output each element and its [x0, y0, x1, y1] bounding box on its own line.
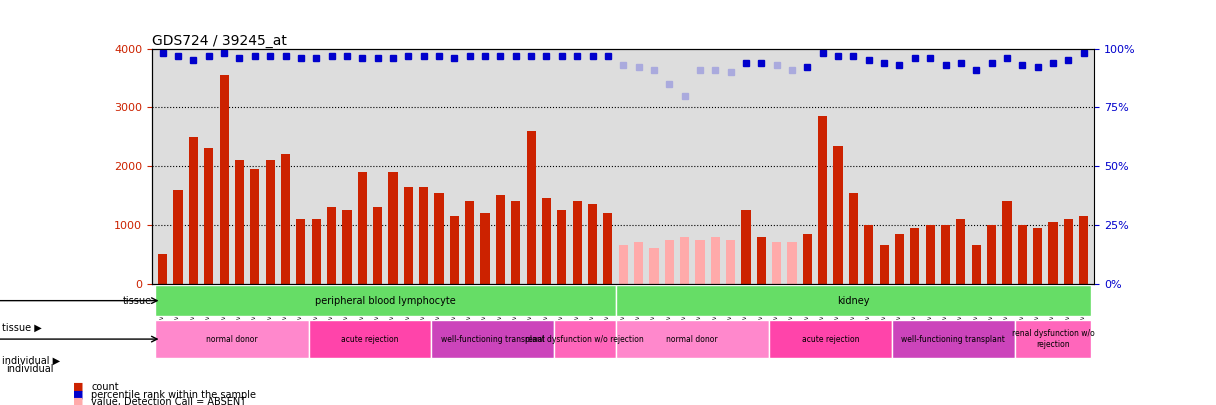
Bar — [925, 225, 935, 283]
Text: tissue: tissue — [123, 296, 152, 306]
Bar — [619, 245, 627, 284]
FancyBboxPatch shape — [156, 285, 615, 316]
Bar — [587, 204, 597, 284]
FancyBboxPatch shape — [554, 320, 615, 358]
Bar — [1079, 216, 1088, 284]
Text: well-functioning transplant: well-functioning transplant — [440, 335, 545, 343]
Bar — [327, 207, 336, 284]
Bar — [987, 225, 996, 283]
Bar — [788, 243, 796, 284]
FancyBboxPatch shape — [615, 285, 1091, 316]
Bar — [865, 225, 873, 283]
Bar — [803, 234, 812, 284]
Bar — [1048, 222, 1058, 284]
Bar — [849, 192, 858, 284]
Bar — [480, 213, 490, 284]
Text: well-functioning transplant: well-functioning transplant — [901, 335, 1006, 343]
Bar — [895, 234, 903, 284]
Bar — [542, 198, 551, 284]
Bar — [1034, 228, 1042, 284]
Bar — [696, 239, 704, 284]
Text: individual ▶: individual ▶ — [2, 356, 61, 365]
Text: ■: ■ — [73, 397, 84, 405]
Bar — [265, 160, 275, 284]
Bar — [158, 254, 168, 284]
Text: renal dysfunction w/o
rejection: renal dysfunction w/o rejection — [1012, 329, 1094, 349]
Bar — [649, 248, 659, 284]
Bar — [511, 201, 520, 284]
Bar — [311, 219, 321, 284]
Bar — [680, 237, 689, 284]
Bar — [879, 245, 889, 284]
Bar — [281, 154, 291, 284]
Bar — [818, 116, 827, 284]
Text: renal dysfunction w/o rejection: renal dysfunction w/o rejection — [525, 335, 644, 343]
Bar — [972, 245, 981, 284]
Bar — [358, 172, 367, 284]
Bar — [911, 228, 919, 284]
Text: ■: ■ — [73, 390, 84, 400]
Bar — [941, 225, 950, 283]
Text: acute rejection: acute rejection — [342, 335, 399, 343]
Bar — [496, 196, 505, 284]
Bar — [710, 237, 720, 284]
Bar — [726, 239, 736, 284]
Bar — [235, 160, 244, 284]
Text: ■: ■ — [73, 382, 84, 392]
Bar — [343, 210, 351, 284]
Bar — [420, 187, 428, 284]
Bar — [772, 243, 782, 284]
Bar — [573, 201, 581, 284]
Text: tissue ▶: tissue ▶ — [2, 323, 43, 333]
Bar — [450, 216, 458, 284]
Bar — [204, 149, 213, 284]
FancyBboxPatch shape — [156, 320, 309, 358]
Bar — [373, 207, 382, 284]
Text: kidney: kidney — [837, 296, 869, 306]
Text: value, Detection Call = ABSENT: value, Detection Call = ABSENT — [91, 397, 247, 405]
Bar — [465, 201, 474, 284]
Bar — [527, 131, 536, 284]
Bar — [1018, 225, 1026, 283]
FancyBboxPatch shape — [769, 320, 891, 358]
Bar — [634, 243, 643, 284]
Bar — [174, 190, 182, 284]
Text: percentile rank within the sample: percentile rank within the sample — [91, 390, 257, 400]
Text: GDS724 / 39245_at: GDS724 / 39245_at — [152, 34, 287, 47]
Text: normal donor: normal donor — [206, 335, 258, 343]
Bar — [557, 210, 567, 284]
FancyBboxPatch shape — [891, 320, 1014, 358]
Bar — [833, 145, 843, 284]
Text: peripheral blood lymphocyte: peripheral blood lymphocyte — [315, 296, 456, 306]
Text: count: count — [91, 382, 119, 392]
Text: individual: individual — [6, 364, 54, 373]
Bar — [250, 169, 259, 284]
Bar — [434, 192, 444, 284]
Bar — [742, 210, 750, 284]
Text: acute rejection: acute rejection — [801, 335, 860, 343]
Bar — [665, 239, 674, 284]
Bar — [220, 75, 229, 283]
Bar — [603, 213, 613, 284]
Bar — [756, 237, 766, 284]
FancyBboxPatch shape — [615, 320, 769, 358]
Bar — [956, 219, 966, 284]
Text: normal donor: normal donor — [666, 335, 719, 343]
FancyBboxPatch shape — [1014, 320, 1091, 358]
FancyBboxPatch shape — [432, 320, 554, 358]
Bar — [388, 172, 398, 284]
Bar — [1064, 219, 1073, 284]
Bar — [1002, 201, 1012, 284]
Bar — [188, 137, 198, 284]
Bar — [297, 219, 305, 284]
Bar — [404, 187, 413, 284]
FancyBboxPatch shape — [309, 320, 432, 358]
